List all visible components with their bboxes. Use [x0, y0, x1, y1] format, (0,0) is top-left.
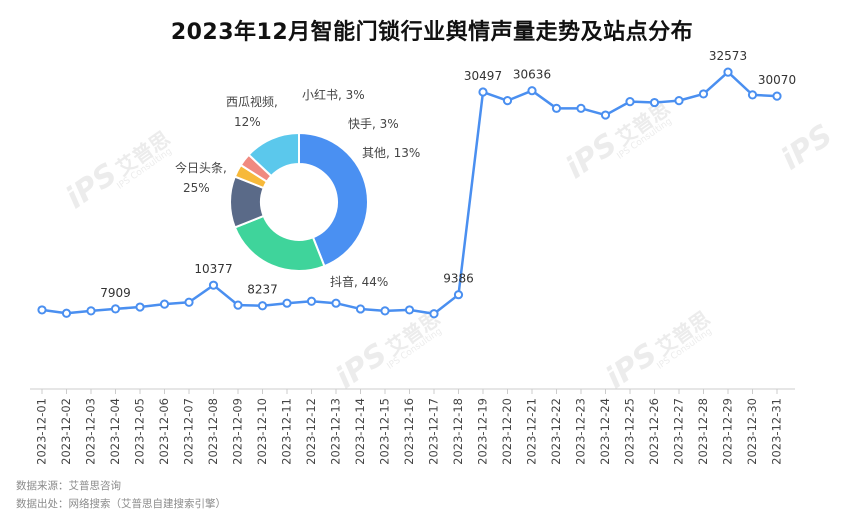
chart-title: 2023年12月智能门锁行业舆情声量走势及站点分布 — [170, 20, 694, 45]
point-2023-12-06 — [159, 299, 170, 309]
x-tick-label-2023-12-20: 2023-12-20 — [500, 398, 514, 465]
x-tick-label-2023-12-28: 2023-12-28 — [696, 398, 710, 465]
data-label-2023-12-31: 30070 — [758, 73, 796, 87]
point-2023-12-30 — [747, 90, 758, 100]
pie-label-快手: 快手, 3% — [348, 117, 399, 131]
point-2023-12-28 — [698, 89, 709, 99]
footnote-origin: 数据出处：网络搜索（艾普思自建搜索引擎） — [16, 498, 226, 510]
x-tick-label-2023-12-14: 2023-12-14 — [353, 398, 367, 465]
x-tick-label-2023-12-17: 2023-12-17 — [427, 398, 441, 465]
point-2023-12-05 — [135, 302, 145, 312]
point-2023-12-26 — [649, 97, 660, 108]
x-tick-label-2023-12-08: 2023-12-08 — [206, 398, 220, 465]
x-tick-label-2023-12-10: 2023-12-10 — [255, 398, 269, 465]
point-2023-12-23 — [576, 103, 586, 113]
point-2023-12-17 — [429, 309, 439, 319]
point-2023-12-16 — [404, 305, 415, 315]
point-2023-12-20 — [502, 96, 513, 106]
pie-label-今日头条: 今日头条, 25% — [175, 160, 227, 195]
data-label-2023-12-29: 32573 — [709, 49, 747, 63]
x-tick-label-2023-12-21: 2023-12-21 — [525, 398, 539, 465]
pie-label-其他: 其他, 13% — [362, 146, 420, 160]
point-2023-12-22 — [551, 103, 562, 113]
pie-label-小红书: 小红书, 3% — [302, 87, 365, 102]
point-2023-12-21 — [527, 86, 537, 96]
x-tick-label-2023-12-04: 2023-12-04 — [108, 398, 122, 465]
point-2023-12-07 — [184, 297, 194, 307]
x-tick-label-2023-12-22: 2023-12-22 — [549, 398, 563, 465]
x-tick-label-2023-12-23: 2023-12-23 — [574, 398, 588, 465]
x-tick-label-2023-12-29: 2023-12-29 — [721, 398, 735, 465]
point-2023-12-01 — [37, 305, 47, 315]
footnote-source: 数据来源：艾普思咨询 — [16, 480, 121, 492]
point-2023-12-09 — [233, 300, 243, 310]
point-2023-12-04 — [110, 304, 121, 314]
x-tick-label-2023-12-15: 2023-12-15 — [378, 398, 392, 465]
x-tick-label-2023-12-03: 2023-12-03 — [84, 398, 98, 465]
x-tick-label-2023-12-19: 2023-12-19 — [476, 398, 490, 465]
x-tick-label-2023-12-18: 2023-12-18 — [451, 398, 465, 465]
pie-slice-今日头条 — [233, 214, 326, 272]
data-label-2023-12-08: 10377 — [194, 262, 232, 276]
point-2023-12-14 — [355, 304, 366, 314]
point-2023-12-08 — [208, 280, 219, 290]
pie-slice-其他 — [247, 131, 300, 178]
pie-label-抖音: 抖音, 44% — [330, 274, 388, 289]
data-label-2023-12-10: 8237 — [247, 283, 278, 297]
data-label-2023-12-18: 9386 — [443, 272, 474, 286]
x-tick-label-2023-12-01: 2023-12-01 — [35, 398, 49, 465]
x-tick-label-2023-12-02: 2023-12-02 — [59, 398, 73, 465]
x-tick-label-2023-12-27: 2023-12-27 — [672, 398, 686, 465]
x-tick-label-2023-12-31: 2023-12-31 — [770, 398, 784, 465]
pie-slice-抖音 — [298, 131, 369, 268]
x-tick-label-2023-12-13: 2023-12-13 — [329, 398, 343, 465]
point-2023-12-29 — [723, 67, 733, 77]
x-tick-label-2023-12-07: 2023-12-07 — [182, 398, 196, 465]
x-tick-label-2023-12-09: 2023-12-09 — [231, 398, 245, 465]
point-2023-12-27 — [674, 96, 684, 106]
point-2023-12-15 — [380, 306, 390, 316]
series-line — [41, 70, 778, 316]
x-tick-label-2023-12-25: 2023-12-25 — [623, 398, 637, 465]
data-label-2023-12-19: 30497 — [464, 69, 502, 83]
x-tick-label-2023-12-30: 2023-12-30 — [745, 398, 759, 465]
data-label-2023-12-04: 7909 — [100, 286, 131, 300]
point-2023-12-03 — [86, 306, 96, 316]
x-tick-label-2023-12-11: 2023-12-11 — [280, 398, 294, 465]
point-2023-12-31 — [772, 91, 782, 101]
point-2023-12-13 — [331, 298, 341, 308]
data-label-2023-12-21: 30636 — [513, 68, 551, 82]
point-2023-12-02 — [61, 308, 72, 318]
pie-label-西瓜视频: 西瓜视频, 12% — [226, 94, 278, 129]
point-2023-12-12 — [306, 296, 317, 306]
x-tick-label-2023-12-06: 2023-12-06 — [157, 398, 171, 465]
x-tick-label-2023-12-16: 2023-12-16 — [402, 398, 416, 465]
x-tick-label-2023-12-05: 2023-12-05 — [133, 398, 147, 465]
point-2023-12-25 — [625, 97, 635, 107]
x-tick-label-2023-12-12: 2023-12-12 — [304, 398, 318, 465]
point-2023-12-18 — [453, 290, 464, 300]
x-tick-label-2023-12-26: 2023-12-26 — [647, 398, 661, 465]
point-2023-12-24 — [600, 110, 611, 120]
x-tick-label-2023-12-24: 2023-12-24 — [598, 398, 612, 465]
point-2023-12-10 — [257, 301, 268, 311]
point-2023-12-11 — [282, 298, 292, 308]
point-2023-12-19 — [478, 87, 488, 97]
